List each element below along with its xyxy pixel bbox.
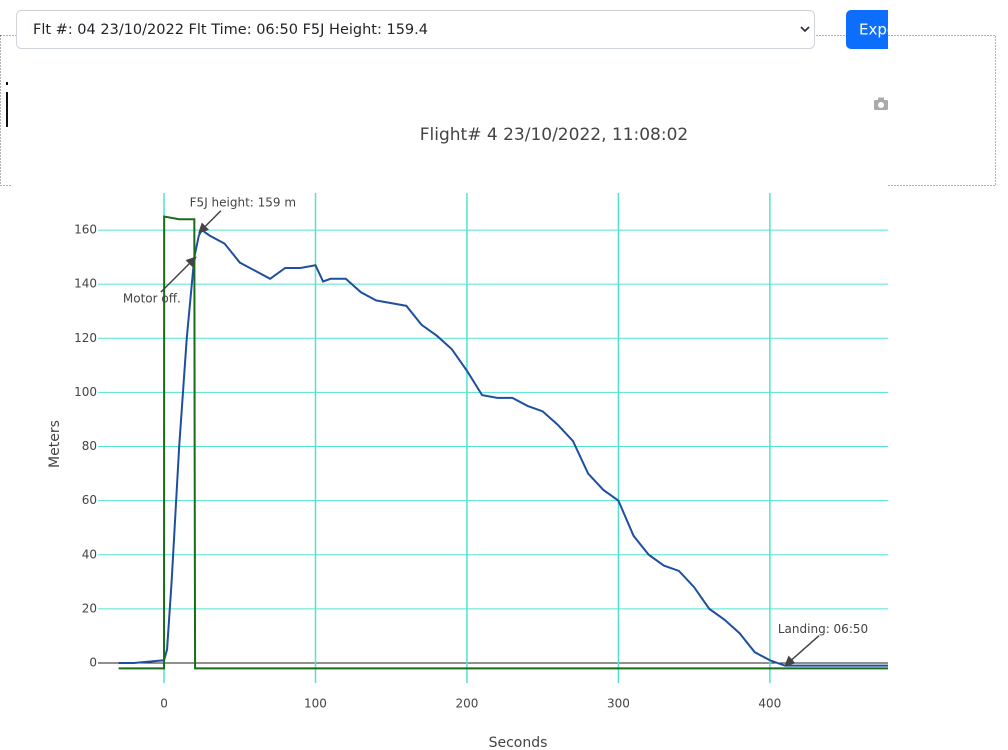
export-button[interactable] — [846, 10, 926, 49]
y-tick-label: 160 — [74, 223, 97, 237]
y-tick-label: 20 — [82, 601, 97, 615]
annotation-text: F5J height: 159 m — [190, 195, 296, 209]
annotation-text: Landing: 06:50 — [778, 622, 868, 636]
select-text: Flt #: 04 23/10/2022 Flt Time: 06:50 F5J… — [33, 22, 428, 38]
x-tick-label: 200 — [455, 697, 478, 711]
select-chevron — [800, 26, 810, 33]
y-axis-title: Meters — [47, 420, 63, 468]
chart-title: Flight# 4 23/10/2022, 11:08:02 — [420, 125, 688, 145]
y-tick-label: 140 — [74, 277, 97, 291]
x-tick-label: 100 — [304, 697, 327, 711]
series-line — [118, 228, 888, 667]
series-line — [118, 215, 888, 670]
select[interactable]: Flt #: 04 23/10/2022 Flt Time: 06:50 F5J… — [16, 10, 815, 49]
x-tick-label: 400 — [758, 697, 781, 711]
annotation-text: Motor off. — [123, 292, 181, 306]
dotted-frame — [0, 35, 996, 186]
y-tick-label: 40 — [82, 547, 97, 561]
plot: F5J height: 159 m Motor off. Landing: 06:5… — [98, 193, 888, 683]
x-tick-label: 0 — [160, 697, 168, 711]
export-label: Export — [859, 21, 908, 39]
plot-background — [12, 50, 888, 750]
annotation-arrow — [198, 210, 222, 234]
x-tick-label: 300 — [607, 697, 630, 711]
y-tick-label: 0 — [89, 655, 97, 669]
export-wrap[interactable]: Export — [846, 10, 926, 49]
y-tick-label: 100 — [74, 385, 97, 399]
y-tick-label: 60 — [82, 493, 97, 507]
annotation-arrow — [160, 256, 197, 293]
select-box[interactable] — [16, 10, 815, 49]
y-tick-label: 80 — [82, 439, 97, 453]
y-tick-label: 120 — [74, 331, 97, 345]
annotation-arrow — [784, 635, 820, 667]
camera-icon[interactable] — [874, 97, 888, 111]
x-axis-title: Seconds — [489, 735, 548, 750]
